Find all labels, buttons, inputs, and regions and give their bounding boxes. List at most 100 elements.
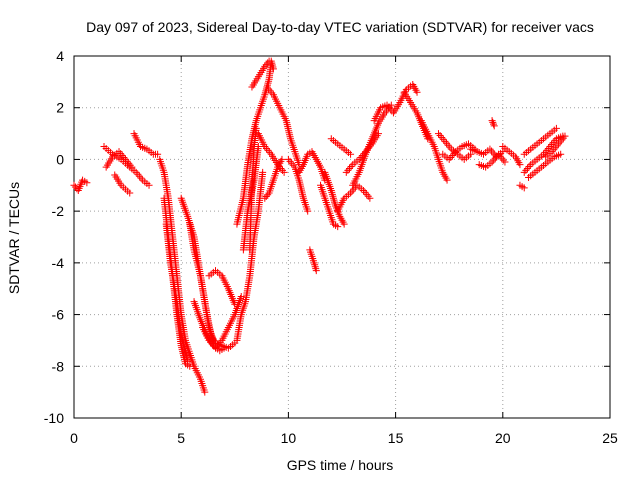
data-point: [366, 194, 374, 202]
x-tick-label: 10: [281, 430, 297, 446]
data-point: [525, 163, 533, 171]
chart-title: Day 097 of 2023, Sidereal Day-to-day VTE…: [86, 19, 594, 35]
data-point: [364, 192, 372, 200]
data-point: [443, 176, 451, 184]
data-point: [220, 344, 228, 352]
data-point: [334, 223, 342, 231]
data-point: [330, 198, 338, 206]
data-points: [70, 57, 569, 396]
data-point: [154, 150, 162, 158]
data-point: [264, 191, 272, 199]
data-point: [311, 261, 319, 269]
data-point: [329, 194, 337, 202]
axis-ticks: [73, 55, 611, 419]
data-point: [280, 168, 288, 176]
data-point: [346, 164, 354, 172]
data-point: [444, 141, 452, 149]
data-point: [516, 161, 524, 169]
data-point: [340, 220, 348, 228]
data-point: [264, 79, 272, 87]
data-point: [304, 207, 312, 215]
data-point: [265, 57, 273, 65]
data-point: [261, 62, 269, 70]
y-tick-label: -2: [52, 203, 65, 219]
data-point: [488, 117, 496, 125]
data-point: [71, 183, 79, 191]
y-tick-labels: -10 -8 -6 -4 -2 0 2 4: [44, 48, 64, 426]
data-point: [312, 267, 320, 275]
data-point: [269, 65, 277, 73]
data-point: [312, 265, 320, 273]
y-tick-label: 2: [56, 100, 64, 116]
data-point: [259, 168, 267, 176]
data-point: [488, 147, 496, 155]
data-point: [328, 190, 336, 198]
data-point: [441, 137, 449, 145]
data-point: [443, 139, 451, 147]
data-point: [261, 194, 269, 202]
data-point: [522, 166, 530, 174]
data-point: [361, 188, 369, 196]
data-point: [201, 388, 209, 396]
data-point: [237, 292, 245, 300]
data-point: [561, 132, 569, 140]
x-tick-label: 25: [602, 430, 618, 446]
data-point: [498, 154, 506, 162]
data-point: [501, 158, 509, 166]
data-point: [520, 184, 528, 192]
data-point: [434, 130, 442, 138]
data-point: [264, 146, 272, 154]
data-point: [252, 124, 260, 132]
data-point: [520, 168, 528, 176]
data-point: [265, 77, 273, 85]
x-tick-label: 0: [70, 430, 78, 446]
data-point: [363, 190, 371, 198]
data-point: [311, 263, 319, 271]
data-point: [557, 150, 565, 158]
data-point: [347, 163, 355, 171]
data-point: [117, 150, 125, 158]
data-point: [70, 181, 78, 189]
data-point: [344, 166, 352, 174]
data-point: [447, 153, 455, 161]
data-point: [125, 159, 133, 167]
data-point: [499, 156, 507, 164]
data-point: [288, 159, 296, 167]
data-point: [489, 118, 497, 126]
y-tick-label: -6: [52, 307, 65, 323]
data-point: [342, 168, 350, 176]
data-point: [543, 146, 551, 154]
y-tick-label: -4: [52, 255, 65, 271]
data-point: [261, 89, 269, 97]
data-point: [490, 120, 498, 128]
data-point: [330, 196, 338, 204]
data-point: [134, 170, 142, 178]
grid: [74, 56, 610, 418]
data-point: [347, 150, 355, 158]
data-point: [128, 163, 136, 171]
data-point: [439, 135, 447, 143]
x-tick-label: 5: [177, 430, 185, 446]
data-point: [279, 166, 287, 174]
data-point: [137, 174, 145, 182]
data-point: [413, 88, 421, 96]
y-tick-label: 0: [56, 151, 64, 167]
y-tick-label: -10: [44, 410, 64, 426]
data-point: [438, 133, 446, 141]
data-point: [231, 300, 239, 308]
data-point: [446, 143, 454, 151]
data-point: [262, 61, 270, 69]
x-tick-labels: 0 5 10 15 20 25: [70, 430, 618, 446]
x-tick-label: 20: [495, 430, 511, 446]
data-point: [184, 357, 192, 365]
data-point: [436, 132, 444, 140]
data-point: [135, 172, 143, 180]
data-point: [278, 155, 286, 163]
data-point: [328, 188, 336, 196]
data-point: [264, 59, 272, 67]
data-point: [329, 192, 337, 200]
data-point: [186, 362, 194, 370]
data-point: [284, 155, 292, 163]
data-point: [348, 187, 356, 195]
